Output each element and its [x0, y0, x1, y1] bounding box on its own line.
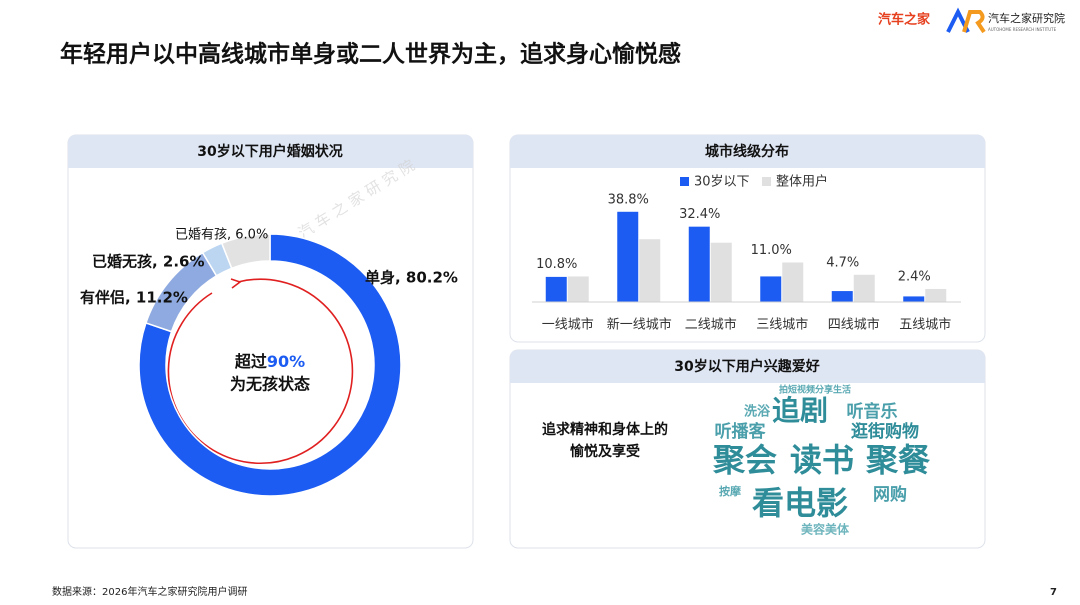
bar: [567, 276, 589, 302]
legend-swatch: [762, 177, 771, 186]
word: 拍短视频分享生活: [779, 384, 851, 396]
bar: [831, 291, 853, 302]
bar: [903, 296, 925, 302]
word: 聚餐: [865, 441, 931, 479]
panel-title: 30岁以下用户婚姻状况: [197, 143, 342, 160]
x-tick-label: 五线城市: [899, 317, 951, 333]
center-annotation: 超过90%: [234, 352, 305, 371]
donut-segment: [220, 233, 271, 270]
x-tick-label: 四线城市: [828, 317, 880, 333]
word: 逛街购物: [851, 421, 919, 442]
caption: 愉悦及享受: [570, 443, 640, 460]
bar: [925, 288, 947, 302]
data-label: 10.8%: [536, 257, 577, 272]
x-tick-label: 三线城市: [756, 317, 808, 333]
word: 美容美体: [801, 522, 850, 537]
logo-text: 汽车之家: [878, 12, 931, 28]
caption: 追求精神和身体上的: [542, 421, 668, 438]
bar: [760, 276, 782, 302]
word: 听音乐: [847, 401, 898, 422]
data-label: 38.8%: [608, 192, 649, 207]
source: 数据来源：2026年汽车之家研究院用户调研: [52, 585, 247, 598]
bar: [782, 262, 804, 302]
page-number: 7: [1050, 587, 1057, 598]
panel-header: [68, 135, 473, 168]
data-label: 单身, 80.2%: [365, 269, 458, 287]
data-label: 已婚有孩, 6.0%: [175, 228, 268, 243]
x-tick-label: 一线城市: [542, 317, 594, 333]
word: 洗浴: [744, 404, 771, 420]
word: 追剧: [772, 394, 828, 427]
arrow-head: [230, 278, 242, 289]
data-label: 2.4%: [898, 269, 931, 284]
slide-title: 年轻用户以中高线城市单身或二人世界为主，追求身心愉悦感: [60, 41, 681, 68]
word: 读书: [790, 441, 854, 479]
logo-mark: [946, 7, 986, 34]
word: 网购: [873, 484, 907, 505]
annotation-highlight: 90%: [267, 352, 305, 371]
panel-title: 30岁以下用户兴趣爱好: [674, 358, 819, 375]
panel-header: [510, 135, 985, 168]
donut-segment: [138, 233, 402, 497]
bar: [617, 211, 639, 302]
logo-subtext: 汽车之家研究院: [988, 11, 1065, 25]
panel-header: [510, 350, 985, 383]
annotation-prefix: 超过: [234, 352, 267, 371]
bar: [853, 274, 875, 302]
data-label: 有伴侣, 11.2%: [80, 289, 188, 307]
data-label: 已婚无孩, 2.6%: [92, 253, 205, 271]
bar: [710, 242, 732, 302]
word: 听播客: [715, 421, 767, 442]
legend-label: 整体用户: [776, 174, 828, 190]
center-annotation: 为无孩状态: [230, 375, 310, 394]
legend-swatch: [680, 177, 689, 186]
data-label: 4.7%: [826, 255, 859, 270]
bar: [639, 239, 661, 302]
panel-title: 城市线级分布: [705, 143, 789, 160]
x-tick-label: 二线城市: [685, 317, 737, 333]
word: 看电影: [752, 484, 848, 522]
word: 按摩: [719, 484, 742, 498]
legend-label: 30岁以下: [694, 175, 750, 190]
word: 聚会: [712, 441, 777, 479]
data-label: 32.4%: [679, 207, 720, 222]
bar: [688, 226, 710, 302]
data-label: 11.0%: [751, 243, 792, 258]
bar: [545, 276, 567, 302]
x-tick-label: 新一线城市: [607, 317, 672, 333]
decorative-arrow: [167, 278, 354, 465]
logo-tagline: AUTOHOME RESEARCH INSTITUTE: [988, 27, 1057, 32]
